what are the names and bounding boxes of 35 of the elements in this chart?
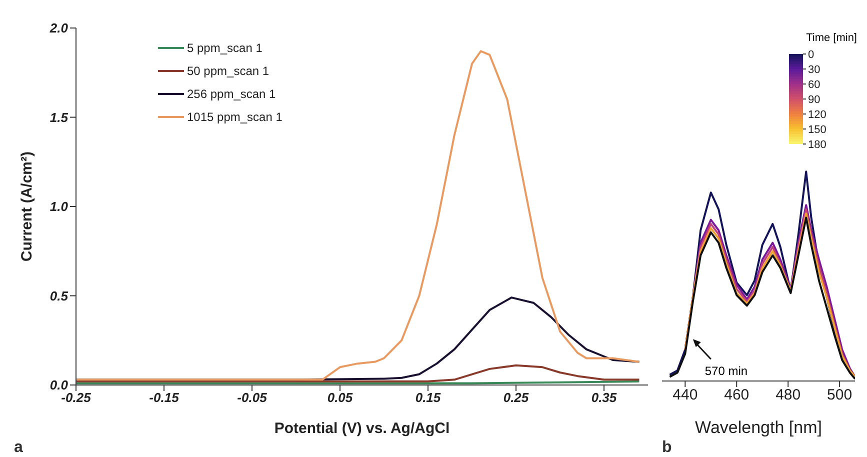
y-tick-label: 1.5 [50,110,69,125]
x-axis-title: Potential (V) vs. Ag/AgCl [274,420,450,437]
legend-label: 50 ppm_scan 1 [187,64,270,78]
x-tick-label: -0.05 [237,390,268,406]
annotation: 570 min [704,364,748,378]
y-tick-label: 1.0 [50,199,69,214]
legend-label: 1015 ppm_scan 1 [187,110,282,124]
color-bar-label: 0 [808,48,814,61]
x-tick-label: 0.05 [327,390,354,406]
x-tick-label: 500 [827,386,852,404]
legend-label: 256 ppm_scan 1 [187,86,276,100]
color-bar-label: 90 [808,94,820,106]
color-bar-label: 120 [808,108,826,121]
x-tick-label: -0.15 [149,390,180,406]
y-tick-label: 0.0 [50,378,69,393]
x-tick-label: -0.25 [61,390,92,406]
text: a [14,439,23,457]
x-tick-label: 0.35 [591,390,618,406]
x-axis-title: Wavelength [nm] [695,418,822,437]
x-tick-label: 440 [672,386,698,404]
color-bar-title: Time [min] [805,32,858,44]
x-tick-label: 0.15 [415,390,442,406]
color-bar-label: 180 [808,138,826,151]
y-axis-title: Current (A/cm²) [18,151,36,262]
y-tick-label: 0.5 [50,288,69,304]
x-tick-label: 480 [776,386,801,404]
x-tick-label: 0.25 [503,390,530,406]
y-tick-label: 2.0 [48,20,69,36]
color-bar-label: 60 [808,78,820,91]
color-bar-label: 30 [808,64,820,76]
x-tick-label: 460 [724,386,750,404]
line-series [76,364,640,382]
color-bar-label: 150 [808,124,826,136]
legend-label: 5 ppm_scan 1 [187,40,262,54]
text: b [662,439,672,457]
